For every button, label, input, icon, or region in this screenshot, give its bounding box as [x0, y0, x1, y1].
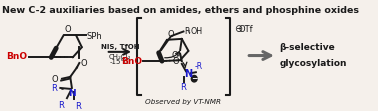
Text: O: O	[80, 59, 87, 68]
Text: N: N	[68, 89, 76, 98]
Text: -: -	[60, 85, 64, 94]
Text: glycosylation: glycosylation	[279, 59, 347, 68]
Text: O: O	[171, 51, 178, 60]
Text: -R: -R	[195, 62, 203, 71]
Text: R: R	[75, 102, 81, 111]
Text: R: R	[58, 101, 64, 110]
Text: O: O	[65, 25, 71, 34]
Text: N: N	[184, 69, 192, 79]
Text: New C-2 auxiliaries based on amides, ethers and phosphine oxides: New C-2 auxiliaries based on amides, eth…	[2, 6, 359, 15]
Text: O: O	[168, 30, 174, 39]
Text: ₁: ₁	[187, 28, 191, 34]
Text: CH₂Cl₂: CH₂Cl₂	[108, 54, 131, 60]
Text: β-selective: β-selective	[279, 43, 335, 52]
Text: −: −	[191, 74, 197, 83]
Text: -15°C: -15°C	[110, 59, 130, 65]
Text: Observed by VT-NMR: Observed by VT-NMR	[146, 99, 222, 105]
Text: BnO: BnO	[121, 57, 142, 66]
Text: BnO: BnO	[6, 52, 27, 61]
Text: R: R	[184, 27, 190, 36]
Text: ⊖: ⊖	[234, 24, 242, 34]
Text: R: R	[51, 84, 57, 93]
Text: OH: OH	[191, 27, 203, 36]
Text: OTf: OTf	[239, 25, 254, 34]
Text: O: O	[51, 75, 58, 84]
Text: SPh: SPh	[87, 32, 102, 41]
Circle shape	[191, 75, 197, 82]
Text: O: O	[173, 57, 179, 66]
Text: R: R	[180, 83, 186, 92]
Text: NIS, TfOH: NIS, TfOH	[101, 44, 139, 50]
